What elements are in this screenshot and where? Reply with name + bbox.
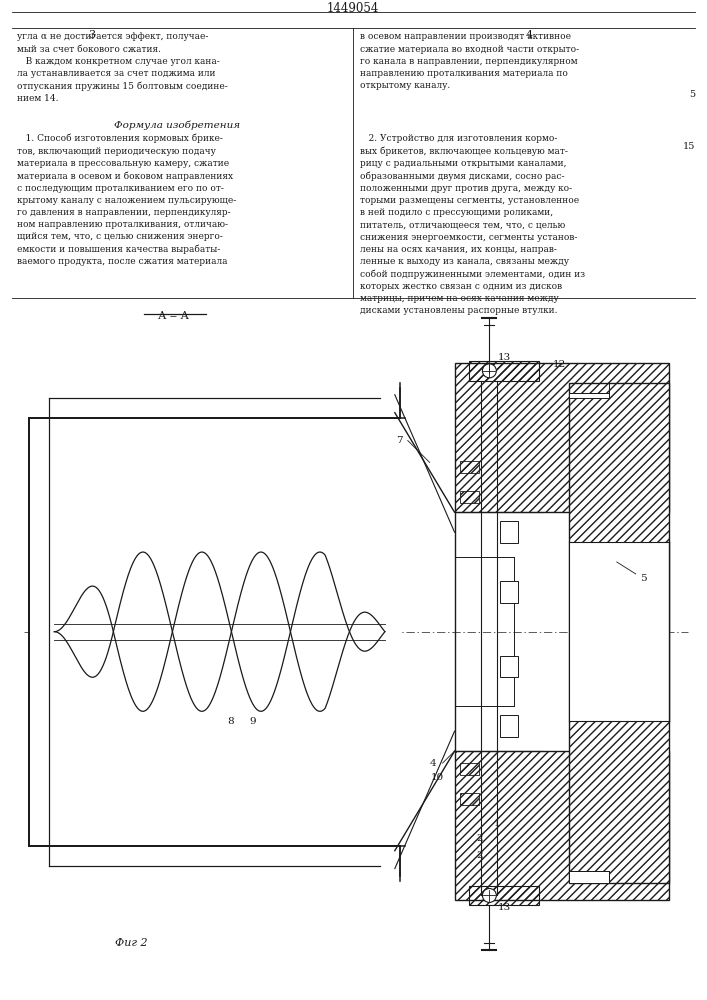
Text: 10: 10 [431,773,444,782]
Text: 8: 8 [227,717,234,726]
Bar [469,886,539,905]
Text: 13: 13 [498,903,511,912]
Text: 2: 2 [476,834,483,843]
Text: 5: 5 [641,574,647,583]
Text: в осевом направлении производят активное
сжатие материала во входной части откры: в осевом направлении производят активное… [360,32,579,90]
Bar [501,581,518,603]
Text: 5: 5 [689,90,696,99]
Text: 7: 7 [397,436,403,445]
Bar [460,461,479,473]
Text: 15: 15 [683,142,696,151]
Text: 1: 1 [494,819,501,828]
Text: 12: 12 [552,360,566,369]
Text: 3: 3 [88,30,95,40]
Bar [569,871,609,883]
Text: А ‒ А: А ‒ А [158,311,189,321]
Bar [455,363,669,512]
Bar [501,656,518,677]
Text: 9: 9 [249,717,256,726]
Bar [455,751,669,900]
Text: 1449054: 1449054 [327,2,379,15]
Bar [469,361,539,381]
Text: 13: 13 [498,353,511,362]
Bar [455,751,669,900]
Bar [469,886,539,905]
Text: Фиг 2: Фиг 2 [115,938,147,948]
Bar [501,715,518,737]
Bar [569,383,669,883]
Text: 4: 4 [525,30,533,40]
Bar [569,542,669,721]
Bar [455,363,669,512]
Text: 1. Способ изготовления кормовых брике-
тов, включающий периодическую подачу
мате: 1. Способ изготовления кормовых брике- т… [16,134,235,266]
Circle shape [482,364,496,378]
Bar [569,393,609,398]
Bar [469,361,539,381]
Text: 4: 4 [429,759,436,768]
Circle shape [482,889,496,902]
Bar [460,793,479,805]
Text: угла α не достигается эффект, получае-
мый за счет бокового сжатия.
   В каждом : угла α не достигается эффект, получае- м… [16,32,227,103]
Bar [460,763,479,775]
Bar [501,521,518,543]
Text: Формула изобретения: Формула изобретения [114,121,240,130]
Bar [30,418,399,846]
Bar [569,383,669,883]
Bar [460,491,479,503]
Text: 2: 2 [476,851,483,860]
Text: 2. Устройство для изготовления кормо-
вых брикетов, включающее кольцевую мат-
ри: 2. Устройство для изготовления кормо- вы… [360,134,585,315]
